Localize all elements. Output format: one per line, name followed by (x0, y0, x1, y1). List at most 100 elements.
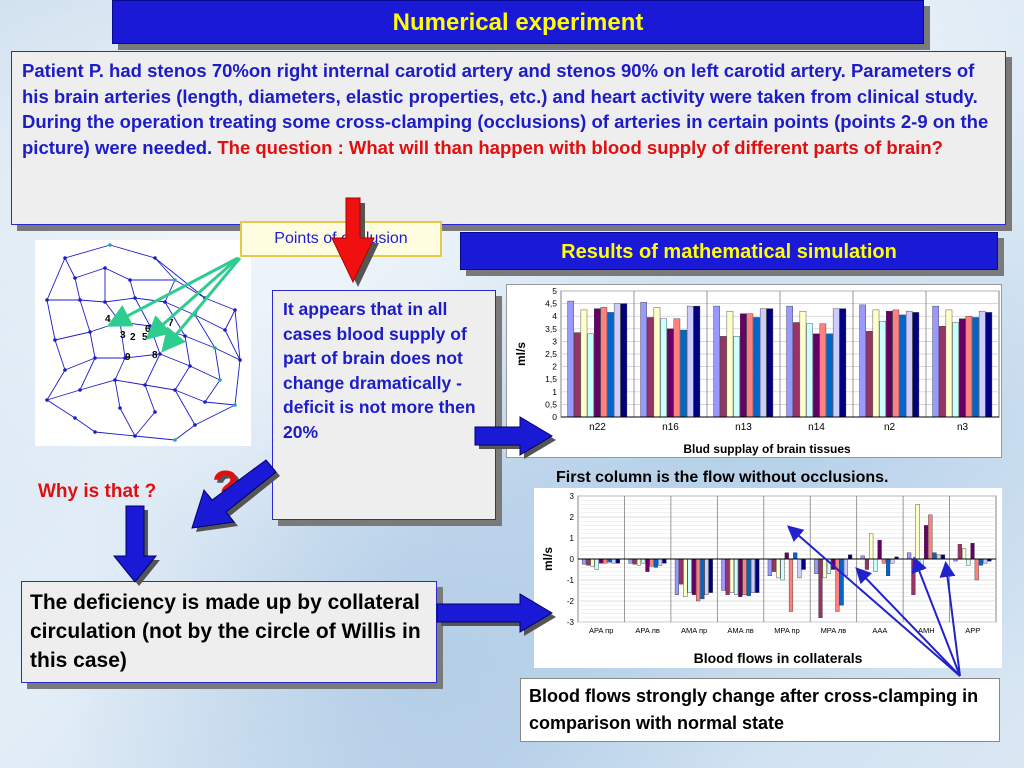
network-node (188, 364, 192, 368)
occlusion-point-label: 2 (130, 332, 136, 343)
bar (822, 558, 827, 579)
bar (879, 321, 886, 418)
bar (662, 558, 667, 564)
bar (965, 316, 973, 418)
bar (620, 303, 628, 418)
network-edge (174, 389, 206, 403)
network-edge (194, 297, 206, 316)
bar (594, 558, 599, 570)
bar (759, 308, 767, 418)
network-node (73, 416, 77, 420)
network-edge (184, 335, 216, 349)
category-label: APP (965, 626, 980, 635)
bar (940, 554, 946, 560)
why-question: Why is that ? (38, 481, 157, 502)
network-edge (174, 365, 191, 391)
category-label: n22 (589, 422, 606, 433)
category-label: APA пр (589, 626, 613, 635)
y-tick-label: 2 (552, 362, 557, 372)
y-tick-label: 0 (570, 555, 575, 564)
bar (952, 322, 959, 418)
network-node (103, 300, 107, 304)
network-edge (134, 297, 151, 327)
network-node (93, 430, 97, 434)
category-label: n2 (884, 422, 896, 433)
bar (924, 525, 929, 560)
network-node (118, 320, 122, 324)
bar (945, 309, 953, 418)
network-edge (114, 379, 146, 386)
bar (866, 331, 873, 418)
network-edge (144, 384, 156, 413)
bar (687, 558, 692, 593)
bar (985, 312, 993, 418)
bar (726, 310, 734, 418)
bar (587, 333, 594, 418)
network-node (233, 308, 237, 312)
question-mark: ? (212, 462, 239, 511)
bar (957, 544, 962, 560)
bar (848, 554, 853, 560)
bar (832, 308, 840, 418)
bar (645, 558, 650, 572)
bar (755, 558, 760, 593)
bar (972, 317, 979, 418)
network-edge (184, 335, 191, 367)
bar (864, 558, 870, 570)
network-edge (144, 353, 161, 386)
bar (628, 558, 633, 564)
network-edge (79, 379, 116, 391)
y-tick-label: -1 (567, 576, 575, 585)
bar (890, 558, 895, 564)
bar (653, 558, 658, 568)
y-tick-label: 3,5 (545, 324, 557, 334)
category-label: n3 (957, 422, 969, 433)
occlusion-point-label: 5 (142, 332, 148, 343)
bar (660, 318, 667, 418)
network-edge (164, 279, 176, 303)
bar (771, 558, 777, 572)
y-tick-label: 2,5 (545, 349, 557, 359)
bar (819, 323, 827, 418)
network-edge (74, 417, 96, 433)
intro-question: The question : What will than happen wit… (217, 136, 943, 158)
network-edge (46, 299, 56, 341)
bar (978, 310, 986, 418)
network-edge (119, 407, 136, 437)
network-edge (79, 299, 91, 333)
category-label: n16 (662, 422, 679, 433)
occlusion-point-label: 9 (125, 352, 131, 363)
bar (632, 558, 637, 565)
bar (746, 313, 754, 418)
intro-text-box: Patient P. had stenos 70%on right intern… (11, 51, 1006, 225)
network-node (133, 434, 137, 438)
bar (911, 558, 916, 595)
network-node (113, 378, 117, 382)
network-edge (134, 435, 176, 441)
network-edge (46, 399, 76, 419)
bar (839, 558, 844, 606)
network-node (103, 266, 107, 270)
network-node (223, 328, 227, 332)
y-tick-label: 1 (552, 387, 557, 397)
results-title: Results of mathematical simulation (460, 232, 998, 270)
bar (899, 314, 906, 418)
network-node (183, 334, 187, 338)
bar (683, 558, 688, 597)
bar (653, 307, 661, 418)
bar (786, 305, 793, 418)
bar (928, 514, 933, 560)
bar (966, 558, 971, 566)
bar (742, 558, 747, 595)
x-axis-label: Blud supplay of brain tissues (683, 442, 851, 456)
conclusion-text-box: It appears that in all cases blood suppl… (272, 290, 496, 520)
network-node (73, 276, 77, 280)
bar (881, 558, 886, 564)
bar (750, 558, 756, 593)
network-edge (154, 257, 176, 281)
network-node (203, 296, 207, 300)
y-tick-label: 1,5 (545, 374, 557, 384)
network-edge (74, 277, 81, 301)
category-label: AMA лв (727, 626, 753, 635)
